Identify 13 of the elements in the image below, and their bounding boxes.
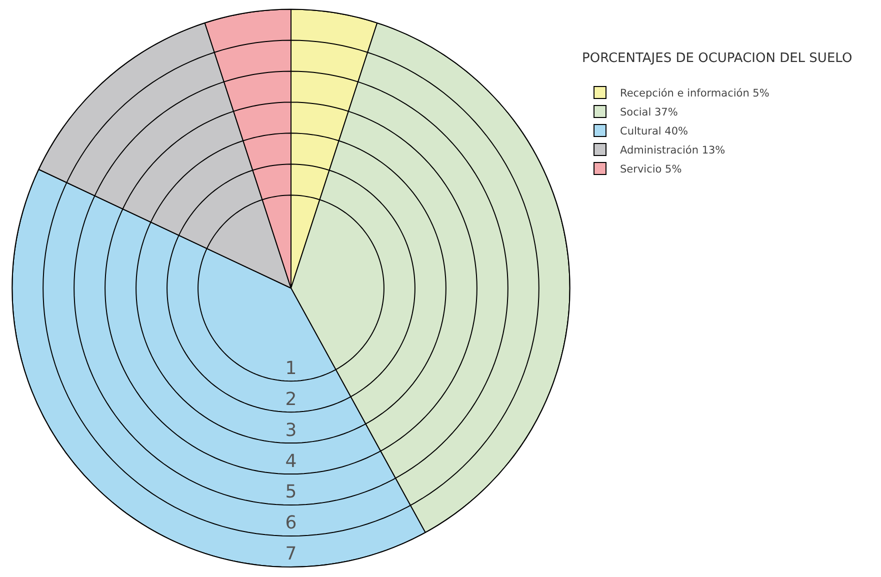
- text: 2: [285, 388, 297, 410]
- legend-label: Social 37%: [620, 106, 678, 119]
- text: 5: [285, 482, 297, 503]
- legend-label: Administración 13%: [620, 144, 726, 157]
- text: 3: [285, 420, 297, 441]
- text: 4: [285, 450, 297, 472]
- text: PORCENTAJES DE OCUPACION DEL SUELO: [582, 51, 852, 66]
- legend-label: Cultural 40%: [620, 126, 688, 138]
- text: 6: [285, 512, 297, 534]
- legend-label: Servicio 5%: [620, 164, 682, 176]
- text: 7: [285, 544, 297, 565]
- legend-label: Recepción e información 5%: [620, 88, 770, 100]
- text: 1: [285, 358, 297, 379]
